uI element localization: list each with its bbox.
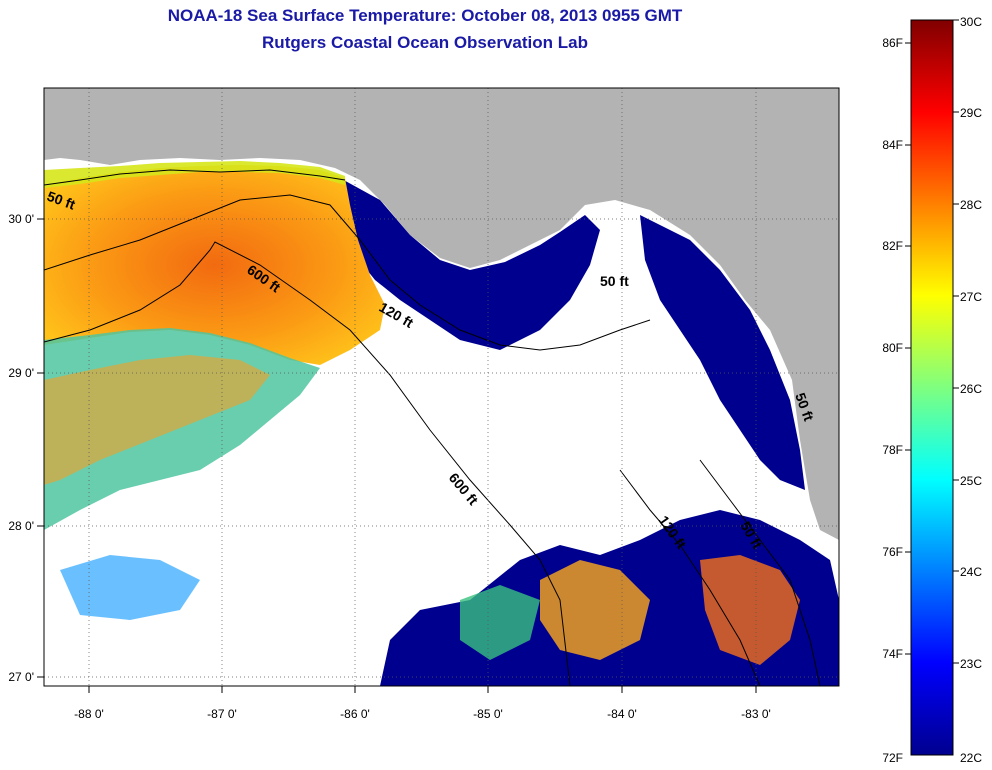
colorbar-f-label: 84F bbox=[882, 138, 903, 152]
map-panel bbox=[44, 88, 839, 686]
colorbar-f-label: 74F bbox=[882, 647, 903, 661]
lon-tick-label: -86 0' bbox=[340, 707, 370, 721]
lon-tick-label: -88 0' bbox=[74, 707, 104, 721]
map-frame bbox=[43, 87, 840, 687]
colorbar-f-label: 72F bbox=[882, 751, 903, 765]
lon-tick-label: -85 0' bbox=[473, 707, 503, 721]
contour-120ft bbox=[44, 194, 651, 351]
contour-50ft-south bbox=[699, 459, 821, 686]
lat-tick-label: 28 0' bbox=[8, 519, 34, 533]
south-green-patch bbox=[460, 585, 540, 660]
contour-50ft-west bbox=[44, 169, 346, 186]
graticule bbox=[44, 88, 839, 686]
cold-water-big-bend bbox=[340, 178, 600, 350]
lat-tick-label: 27 0' bbox=[8, 670, 34, 684]
colorbar-c-label: 30C bbox=[960, 15, 982, 29]
colorbar-gradient bbox=[910, 19, 954, 756]
lon-tick-label: -83 0' bbox=[741, 707, 771, 721]
south-west-patch bbox=[60, 555, 200, 620]
lon-tick-label: -84 0' bbox=[607, 707, 637, 721]
colorbar-c-label: 25C bbox=[960, 474, 982, 488]
warm-water-mass bbox=[44, 165, 385, 365]
warm-water-coastal-band bbox=[44, 161, 345, 188]
latitude-labels: 30 0' 29 0' 28 0' 27 0' bbox=[8, 212, 34, 684]
mixed-sst-warm-streaks bbox=[44, 355, 270, 485]
colorbar-f-label: 86F bbox=[882, 36, 903, 50]
axis-ticks bbox=[37, 218, 757, 693]
south-warm-patch-2 bbox=[700, 555, 800, 665]
contour-label-50ft-north: 50 ft bbox=[600, 273, 629, 289]
map-title: NOAA-18 Sea Surface Temperature: October… bbox=[167, 6, 683, 25]
colorbar-c-label: 29C bbox=[960, 106, 982, 120]
map-subtitle: Rutgers Coastal Ocean Observation Lab bbox=[262, 33, 588, 52]
south-warm-patch-1 bbox=[540, 560, 650, 660]
colorbar-c-label: 22C bbox=[960, 751, 982, 765]
colorbar-c-label: 27C bbox=[960, 290, 982, 304]
colorbar-c-label: 26C bbox=[960, 382, 982, 396]
contour-120ft-south bbox=[619, 469, 761, 686]
lon-tick-label: -87 0' bbox=[207, 707, 237, 721]
colorbar-f-label: 78F bbox=[882, 443, 903, 457]
colorbar-c-label: 24C bbox=[960, 565, 982, 579]
colorbar: 86F 84F 82F 80F 78F 76F 74F 72F 30C 29C … bbox=[882, 15, 982, 765]
land-mass bbox=[44, 88, 839, 540]
colorbar-c-label: 28C bbox=[960, 198, 982, 212]
contour-600ft bbox=[44, 241, 571, 686]
colorbar-f-label: 82F bbox=[882, 239, 903, 253]
colorbar-c-label: 23C bbox=[960, 657, 982, 671]
cold-water-east bbox=[640, 215, 805, 490]
colorbar-f-label: 80F bbox=[882, 341, 903, 355]
colorbar-f-label: 76F bbox=[882, 545, 903, 559]
lat-tick-label: 30 0' bbox=[8, 212, 34, 226]
lat-tick-label: 29 0' bbox=[8, 366, 34, 380]
longitude-labels: -88 0' -87 0' -86 0' -85 0' -84 0' -83 0… bbox=[74, 707, 771, 721]
